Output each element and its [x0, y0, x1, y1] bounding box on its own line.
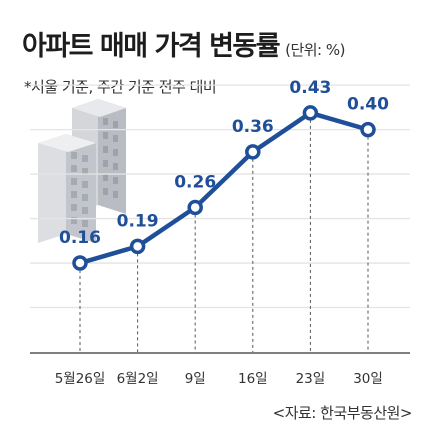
- data-point: [72, 255, 88, 271]
- data-label: 0.16: [59, 228, 101, 248]
- data-point: [245, 144, 261, 160]
- source-label: <자료: 한국부동산원>: [272, 404, 413, 422]
- x-tick-label: 9일: [185, 371, 206, 387]
- data-label: 0.40: [347, 95, 389, 115]
- unit-label: (단위: %): [285, 41, 345, 59]
- building-icon: [38, 99, 126, 243]
- data-label: 0.43: [289, 78, 331, 98]
- x-tick-label: 30일: [353, 371, 383, 387]
- data-labels: 0.16 0.19 0.26 0.36 0.43 0.40: [59, 78, 389, 248]
- data-point: [302, 105, 319, 121]
- data-point: [187, 199, 203, 216]
- data-point: [360, 121, 376, 138]
- series-path: [77, 110, 371, 266]
- x-tick-label: 6월2일: [117, 371, 159, 387]
- grid-lines: [30, 84, 410, 354]
- chart-note: *서울 기준, 주간 기준 전주 대비: [24, 78, 217, 96]
- chart-title: 아파트 매매 가격 변동률: [22, 31, 281, 62]
- x-tick-label: 16일: [238, 371, 268, 387]
- title-row: 아파트 매매 가격 변동률 (단위: %): [22, 24, 345, 63]
- data-label: 0.26: [174, 172, 216, 192]
- x-axis-labels: 5월26일 6월2일 9일 16일 23일 30일: [55, 371, 383, 387]
- data-label: 0.36: [232, 117, 274, 137]
- series-line: [77, 110, 371, 266]
- guide-lines: [79, 119, 369, 352]
- data-label: 0.19: [117, 211, 159, 231]
- x-tick-label: 5월26일: [55, 371, 106, 387]
- data-points: [72, 105, 376, 271]
- data-point: [129, 238, 146, 255]
- x-tick-label: 23일: [296, 371, 326, 387]
